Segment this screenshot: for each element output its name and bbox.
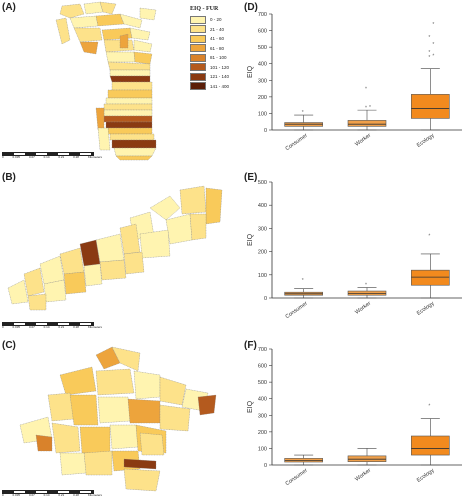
outlier-marker: * xyxy=(432,53,434,59)
x-tick-label: Ecology xyxy=(416,301,436,317)
legend-label: 141 - 400 xyxy=(210,83,230,89)
panel-label-f: (F) xyxy=(244,340,257,351)
box-worker xyxy=(347,120,387,127)
outlier-marker: * xyxy=(428,55,430,61)
x-tick-label: Worker xyxy=(354,301,372,316)
x-tick-label: Worker xyxy=(354,468,372,483)
legend-label: 61 - 80 xyxy=(210,45,225,51)
scale-bar-c: 0 0.035 0.07 0.14 0.21 0.28 Kilometers xyxy=(2,490,102,500)
x-tick-label: Consumer xyxy=(285,133,309,153)
legend-item: 141 - 400 xyxy=(190,82,250,92)
y-tick-label: 0 xyxy=(264,128,267,134)
legend-label: 81 - 100 xyxy=(210,55,227,61)
panel-label-b: (B) xyxy=(2,172,16,183)
y-tick-label: 100 xyxy=(258,273,267,279)
x-tick-label: Ecology xyxy=(416,133,436,149)
y-tick-label: 600 xyxy=(258,364,267,370)
y-tick-label: 500 xyxy=(258,45,267,51)
legend-label: 41 - 60 xyxy=(210,36,225,42)
legend-label: 121 - 140 xyxy=(210,74,230,80)
legend-item: 81 - 100 xyxy=(190,53,250,63)
y-tick-label: 500 xyxy=(258,180,267,186)
x-tick-label: Consumer xyxy=(285,301,309,321)
map-a xyxy=(55,1,157,161)
y-tick-label: 0 xyxy=(264,463,267,469)
map-legend: EIQ - FUR 0 - 20 21 - 40 41 - 60 61 - 80 81 … xyxy=(190,6,250,91)
outlier-marker: * xyxy=(302,278,304,284)
legend-item: 101 - 120 xyxy=(190,63,250,73)
panel-label-c: (C) xyxy=(2,340,16,351)
y-tick-label: 400 xyxy=(258,62,267,68)
outlier-marker: * xyxy=(302,110,304,116)
legend-label: 101 - 120 xyxy=(210,64,230,70)
x-tick-label: Consumer xyxy=(285,468,309,488)
legend-label: 21 - 40 xyxy=(210,26,225,32)
boxplot-f: 0 100 200 300 400 500 600 700 EIQ Consumer Worker *… xyxy=(247,347,462,488)
legend-swatch xyxy=(190,34,206,43)
y-tick-label: 200 xyxy=(258,95,267,101)
y-tick-label: 700 xyxy=(258,12,267,18)
y-tick-label: 300 xyxy=(258,413,267,419)
x-tick-label: Ecology xyxy=(416,468,436,484)
legend-swatch xyxy=(190,72,206,81)
legend-swatch xyxy=(190,25,206,34)
panel-label-e: (E) xyxy=(244,172,258,183)
outlier-marker: * xyxy=(428,50,430,56)
y-tick-label: 200 xyxy=(258,250,267,256)
y-tick-label: 300 xyxy=(258,78,267,84)
legend-swatch xyxy=(190,82,206,91)
y-tick-label: 300 xyxy=(258,226,267,232)
outlier-marker: * xyxy=(432,22,434,28)
outlier-marker: * xyxy=(369,105,371,111)
y-tick-label: 100 xyxy=(258,111,267,117)
boxplot-e: 0 100 200 300 400 500 EIQ * Consumer * Worker * Ecol… xyxy=(247,180,462,321)
y-tick-label: 200 xyxy=(258,430,267,436)
legend-item: 121 - 140 xyxy=(190,72,250,82)
outlier-marker: * xyxy=(428,35,430,41)
outlier-marker: * xyxy=(428,233,430,239)
legend-label: 0 - 20 xyxy=(210,17,222,23)
legend-swatch xyxy=(190,15,206,24)
box-worker xyxy=(347,455,387,462)
box-ecology xyxy=(411,269,450,286)
y-tick-label: 0 xyxy=(264,296,267,302)
box-ecology xyxy=(411,435,450,456)
legend-swatch xyxy=(190,44,206,53)
legend-title: EIQ - FUR xyxy=(190,6,219,12)
panel-label-a: (A) xyxy=(2,2,16,13)
y-tick-label: 100 xyxy=(258,446,267,452)
map-b xyxy=(7,185,223,311)
outlier-marker: * xyxy=(432,42,434,48)
y-tick-label: 400 xyxy=(258,397,267,403)
legend-item: 61 - 80 xyxy=(190,44,250,54)
outlier-marker: * xyxy=(365,283,367,289)
box-ecology xyxy=(411,94,450,119)
legend-item: 0 - 20 xyxy=(190,15,250,25)
legend-swatch xyxy=(190,53,206,62)
panel-label-d: (D) xyxy=(244,2,258,13)
legend-swatch xyxy=(190,63,206,72)
outlier-marker: * xyxy=(365,106,367,112)
y-tick-label: 700 xyxy=(258,347,267,353)
y-tick-label: 500 xyxy=(258,380,267,386)
legend-item: 41 - 60 xyxy=(190,34,250,44)
map-c xyxy=(19,346,217,492)
outlier-marker: * xyxy=(365,87,367,93)
outlier-marker: * xyxy=(428,403,430,409)
y-axis-label: EIQ xyxy=(247,65,254,78)
y-tick-label: 600 xyxy=(258,29,267,35)
y-axis-label: EIQ xyxy=(247,233,254,246)
y-tick-label: 400 xyxy=(258,203,267,209)
x-tick-label: Worker xyxy=(354,133,372,148)
legend-item: 21 - 40 xyxy=(190,25,250,35)
y-axis-label: EIQ xyxy=(247,400,254,413)
scale-bar-b: 0 0.035 0.07 0.14 0.21 0.28 Kilometers xyxy=(2,322,102,332)
scale-bar-a: 0 0.035 0.07 0.14 0.21 0.28 Kilometers xyxy=(2,152,102,162)
